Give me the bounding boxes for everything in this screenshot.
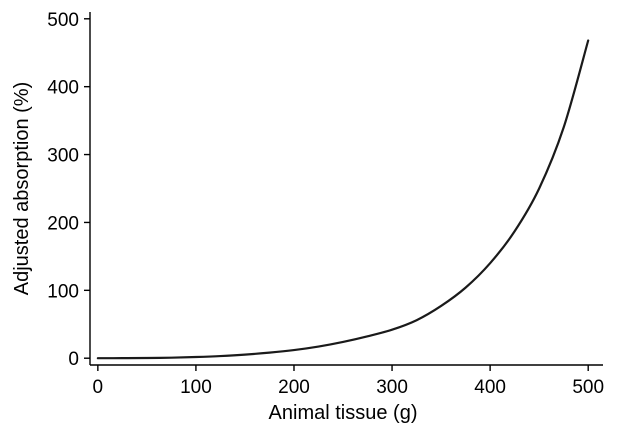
series-line: [96, 39, 590, 360]
y-axis-ticks: 0 100 200 300 400 500: [47, 10, 90, 370]
x-tick-label: 100: [180, 377, 212, 398]
y-tick-label: 200: [47, 213, 79, 234]
x-tick-label: 400: [474, 377, 506, 398]
x-tick-label: 300: [376, 377, 408, 398]
x-axis-title: Animal tissue (g): [269, 402, 418, 424]
y-axis-title: Adjusted absorption (%): [11, 82, 33, 295]
x-tick-label: 0: [93, 377, 104, 398]
x-tick-label: 500: [572, 377, 604, 398]
x-axis-ticks: 0 100 200 300 400 500: [93, 365, 604, 398]
y-tick-label: 500: [47, 10, 79, 31]
y-tick-label: 0: [68, 349, 79, 370]
y-tick-label: 100: [47, 281, 79, 302]
y-tick-label: 400: [47, 78, 79, 99]
plot-area: 0 100 200 300 400 500 0 100 200 300 400 500: [47, 10, 604, 398]
x-tick-label: 200: [278, 377, 310, 398]
y-tick-label: 300: [47, 146, 79, 167]
